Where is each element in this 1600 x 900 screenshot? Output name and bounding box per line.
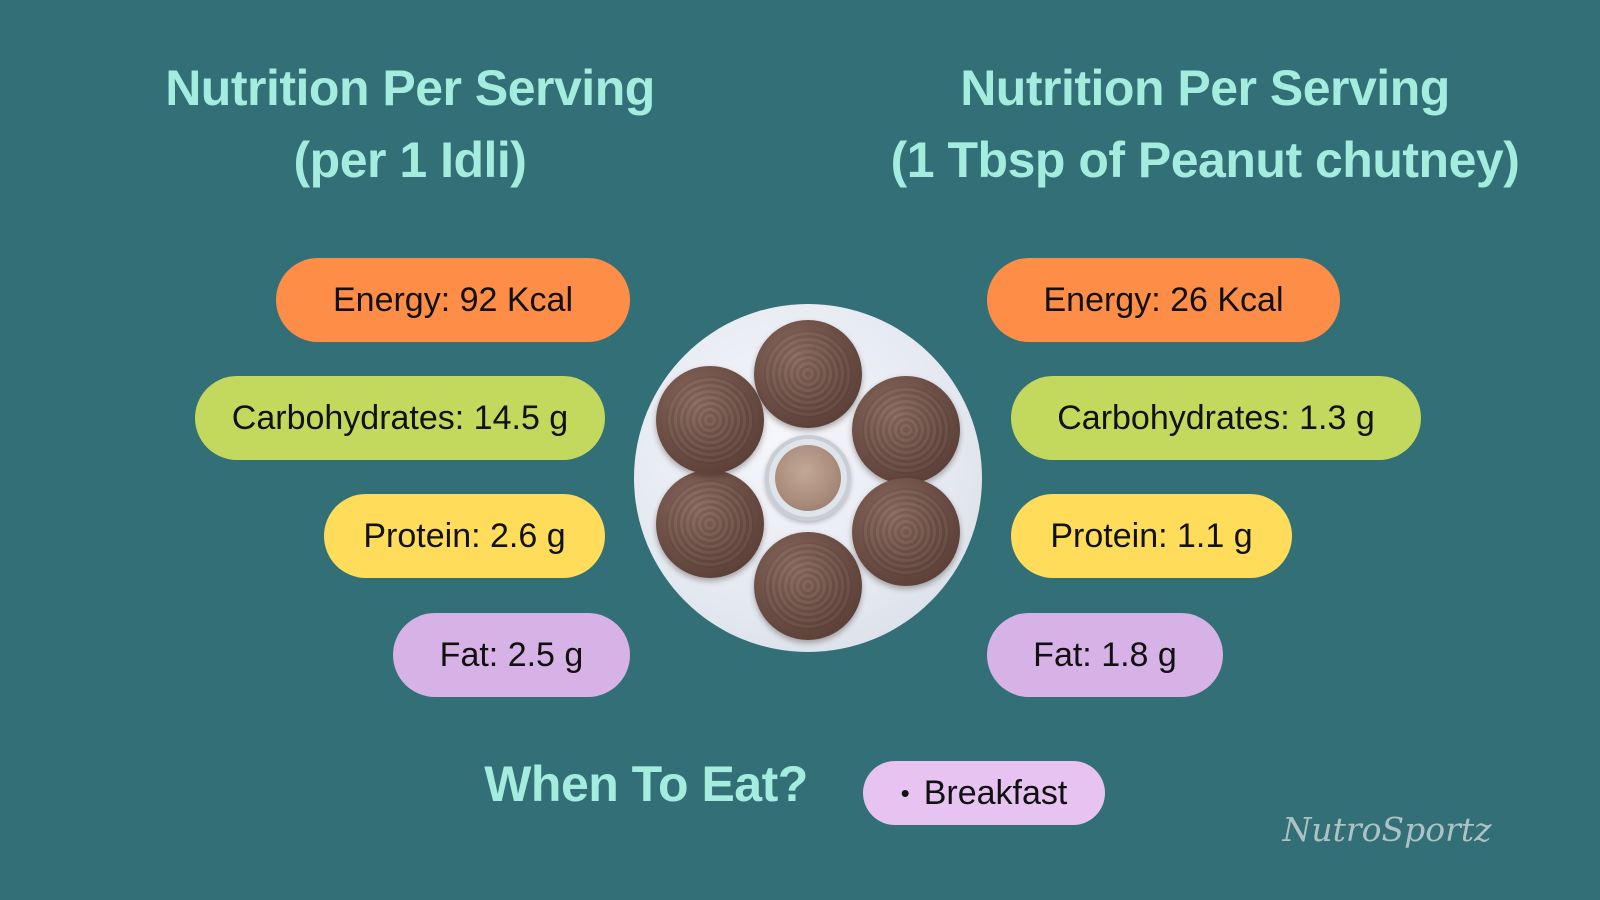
- right-nutrition-heading: Nutrition Per Serving (1 Tbsp of Peanut …: [880, 52, 1530, 196]
- right-heading-line-2: (1 Tbsp of Peanut chutney): [890, 132, 1520, 188]
- chutney-carbohydrates-pill: Carbohydrates: 1.3 g: [1011, 376, 1421, 460]
- when-to-eat-pill: • Breakfast: [863, 761, 1105, 825]
- idli-protein-pill: Protein: 2.6 g: [324, 494, 605, 578]
- left-nutrition-heading: Nutrition Per Serving (per 1 Idli): [110, 52, 710, 196]
- idli-bottom: [754, 532, 862, 640]
- when-to-eat-item: Breakfast: [923, 773, 1068, 812]
- idli-lower-right: [852, 478, 960, 586]
- idli-upper-left: [656, 366, 764, 474]
- left-heading-line-2: (per 1 Idli): [293, 132, 527, 188]
- when-to-eat-heading: When To Eat?: [484, 756, 808, 812]
- chutney-protein-pill: Protein: 1.1 g: [1011, 494, 1292, 578]
- chutney-energy-pill: Energy: 26 Kcal: [987, 258, 1340, 342]
- idli-plate-photo: [634, 304, 982, 652]
- idli-top: [754, 320, 862, 428]
- right-heading-line-1: Nutrition Per Serving: [960, 60, 1450, 116]
- idli-lower-left: [656, 470, 764, 578]
- peanut-chutney: [775, 445, 841, 511]
- nutrosportz-logo: NutroSportz: [1282, 810, 1492, 849]
- idli-fat-pill: Fat: 2.5 g: [393, 613, 630, 697]
- idli-energy-pill: Energy: 92 Kcal: [276, 258, 630, 342]
- chutney-fat-pill: Fat: 1.8 g: [987, 613, 1223, 697]
- idli-carbohydrates-pill: Carbohydrates: 14.5 g: [195, 376, 605, 460]
- bullet-icon: •: [900, 777, 910, 808]
- chutney-bowl: [765, 435, 851, 521]
- left-heading-line-1: Nutrition Per Serving: [165, 60, 655, 116]
- idli-upper-right: [852, 376, 960, 484]
